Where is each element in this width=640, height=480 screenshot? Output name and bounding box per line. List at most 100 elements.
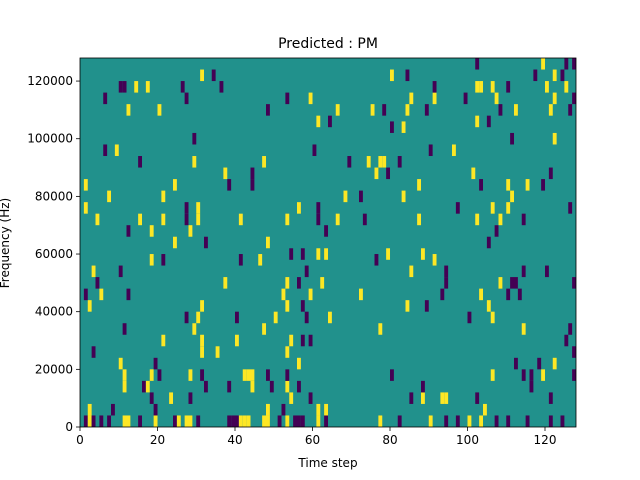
heatmap-cell [498, 213, 503, 226]
heatmap-cell [552, 132, 557, 145]
heatmap-cell [223, 277, 228, 289]
heatmap-cell [297, 415, 301, 427]
heatmap-cell [316, 115, 321, 128]
heatmap-cell [343, 190, 348, 203]
heatmap-cell [308, 334, 313, 347]
heatmap-cell [401, 121, 406, 133]
heatmap-cell [316, 202, 321, 214]
heatmap-cell [308, 92, 313, 105]
heatmap-cell [111, 403, 115, 416]
heatmap-cell [285, 346, 290, 358]
heatmap-cell [506, 179, 511, 191]
heatmap-cell [266, 403, 270, 416]
heatmap-cell [568, 323, 573, 335]
heatmap-cell [467, 311, 472, 324]
y-tick-label: 100000 [27, 132, 73, 146]
heatmap-cell [432, 254, 437, 266]
heatmap-cell [568, 202, 573, 214]
heatmap-cell [153, 357, 158, 370]
heatmap-cell [548, 167, 553, 180]
heatmap-cell [455, 415, 460, 427]
heatmap-cell [428, 415, 433, 427]
heatmap-cell [552, 92, 557, 105]
heatmap-cell [157, 104, 162, 116]
plot-frame [79, 57, 577, 428]
heatmap-cell [390, 69, 394, 82]
heatmap-cell [297, 380, 301, 393]
heatmap-cell [316, 248, 321, 260]
heatmap-cell [285, 369, 290, 381]
heatmap-cell [238, 415, 243, 427]
heatmap-cell [359, 288, 363, 301]
heatmap-cell [479, 288, 484, 301]
heatmap-cell [521, 323, 526, 335]
heatmap-cell [87, 415, 92, 427]
heatmap-cell [328, 311, 332, 324]
y-tick-label: 80000 [35, 189, 73, 203]
heatmap-cell [289, 334, 294, 347]
x-tick-label: 60 [305, 433, 320, 447]
heatmap-cell [204, 380, 208, 393]
heatmap-cell [231, 415, 236, 427]
heatmap-cell [541, 58, 546, 70]
heatmap-cell [273, 311, 278, 324]
heatmap-cell [486, 115, 491, 128]
heatmap-cell [266, 236, 270, 249]
heatmap-cell [200, 346, 205, 358]
heatmap-cell [184, 202, 189, 214]
heatmap-cell [258, 254, 263, 266]
heatmap-cell [440, 288, 445, 301]
heatmap-cell [285, 213, 290, 226]
heatmap-cell [126, 288, 131, 301]
x-tick-label: 0 [76, 433, 84, 447]
heatmap-cell [548, 415, 553, 427]
heatmap-cell [444, 277, 449, 289]
heatmap-cell [552, 69, 557, 82]
y-axis: 0 20000 40000 60000 80000 100000 120000 [27, 74, 80, 434]
heatmap-cell [417, 179, 422, 191]
heatmap-cell [138, 213, 143, 226]
heatmap-cell [397, 415, 402, 427]
heatmap-cell [444, 265, 449, 278]
heatmap-cell [405, 104, 410, 116]
heatmap-cell [560, 69, 565, 82]
heatmap-cell [293, 415, 298, 427]
y-tick-label: 0 [65, 420, 73, 434]
heatmap-cell [529, 380, 534, 393]
heatmap-cell [521, 213, 526, 226]
heatmap-cell [126, 415, 131, 427]
heatmap-cell [266, 369, 270, 381]
heatmap-cell [215, 346, 220, 358]
heatmap-cell [91, 346, 96, 358]
heatmap-cell [498, 277, 503, 289]
heatmap-cell [529, 369, 534, 381]
heatmap-cell [122, 380, 127, 393]
heatmap-cell [188, 369, 193, 381]
heatmap-cells [83, 58, 577, 427]
heatmap-cell [204, 236, 208, 249]
heatmap-cell [173, 415, 177, 427]
heatmap-cell [347, 156, 352, 168]
heatmap-cell [428, 144, 433, 157]
heatmap-cell [475, 81, 480, 93]
heatmap-cell [227, 179, 232, 191]
heatmap-cell [390, 369, 394, 381]
heatmap-cell [169, 392, 174, 404]
heatmap-cell [548, 104, 553, 116]
heatmap-cell [149, 369, 154, 381]
heatmap-cell [184, 311, 189, 324]
heatmap-cell [300, 248, 305, 260]
heatmap-cell [405, 69, 410, 82]
heatmap-cell [91, 415, 96, 427]
heatmap-cell [378, 415, 383, 427]
heatmap-cell [149, 225, 154, 237]
x-tick-label: 20 [150, 433, 165, 447]
heatmap-cell [126, 104, 131, 116]
heatmap-cell [541, 369, 546, 381]
heatmap-cell [490, 311, 495, 324]
heatmap-cell [188, 392, 193, 404]
heatmap-cell [83, 202, 88, 214]
heatmap-cell [324, 248, 329, 260]
heatmap-cell [312, 144, 317, 157]
heatmap-cell [262, 323, 267, 335]
